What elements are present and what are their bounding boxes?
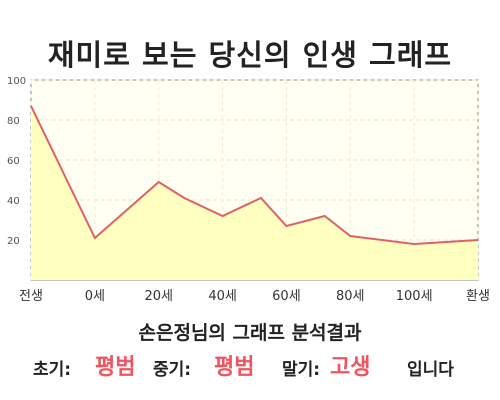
x-tick-label: 20세 [144,289,173,304]
series-line [30,105,479,246]
late-value: 고생 [330,355,371,380]
y-tick-label: 40 [7,196,20,207]
life-graph-chart: 20 40 60 80 100 전생 0세 20세 40세 60세 80세 100세 환생 [7,76,490,304]
chart-title: 재미로 보는 당신의 인생 그래프 [47,38,453,72]
x-tick-label: 전생 [19,289,43,304]
late-label: 말기: [282,360,321,380]
x-tick-label: 60세 [272,289,301,304]
analysis-result: 초기: 평범 중기: 평범 말기: 고생 입니다 [0,345,500,385]
x-tick-label: 환생 [466,289,490,304]
analysis-summary: 손은정님의 그래프 분석결과 [138,322,362,344]
x-axis-ticks: 전생 0세 20세 40세 60세 80세 100세 환생 [19,289,490,304]
x-tick-label: 100세 [396,289,433,304]
result-suffix: 입니다 [407,360,454,380]
y-tick-label: 80 [7,116,20,127]
mid-value: 평범 [214,355,255,380]
y-tick-label: 60 [7,156,20,167]
area-fill-path [31,106,478,280]
x-tick-label: 0세 [85,289,105,304]
series-line-path [30,105,479,246]
x-tick-label: 80세 [336,289,365,304]
x-tick-label: 40세 [208,289,237,304]
early-value: 평범 [95,355,136,380]
y-tick-label: 100 [7,76,26,87]
area-fill [31,106,478,280]
y-tick-label: 20 [7,236,20,247]
mid-label: 중기: [153,360,192,380]
early-label: 초기: [33,360,72,380]
y-axis-ticks: 20 40 60 80 100 [7,76,26,247]
